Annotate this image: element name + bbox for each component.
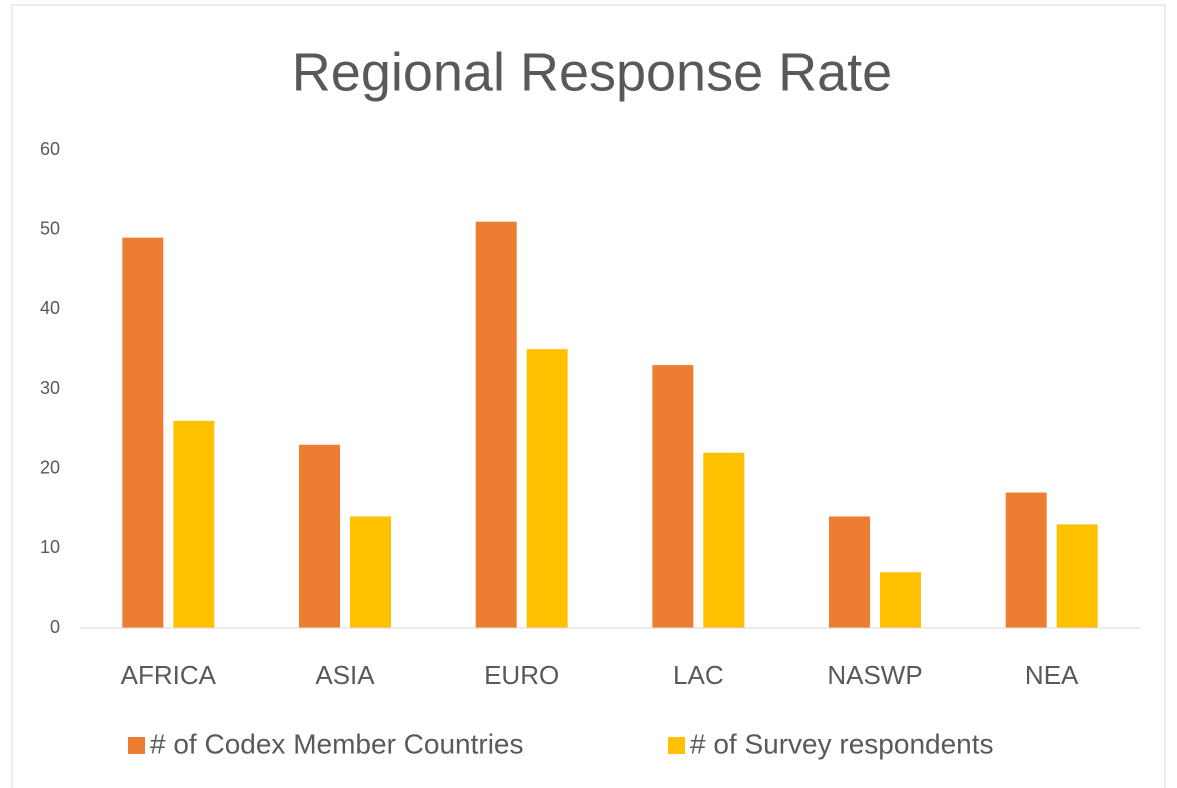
bar <box>350 516 391 628</box>
bar <box>526 349 568 628</box>
legend-label: # of Survey respondents <box>690 728 994 759</box>
bar <box>1056 524 1098 628</box>
x-tick-label: ASIA <box>315 660 375 690</box>
x-tick-label: NASWP <box>827 660 922 690</box>
y-tick-label: 0 <box>50 617 60 637</box>
x-tick-label: AFRICA <box>121 660 217 690</box>
chart-title: Regional Response Rate <box>292 42 892 102</box>
bar <box>1005 492 1047 628</box>
bar <box>299 444 340 628</box>
y-tick-label: 10 <box>40 537 60 557</box>
x-tick-label: NEA <box>1025 660 1079 690</box>
chart-frame <box>11 4 1166 788</box>
x-tick-label: EURO <box>484 660 559 690</box>
legend-swatch <box>128 737 145 754</box>
x-tick-label: LAC <box>673 660 724 690</box>
y-tick-label: 50 <box>40 218 60 238</box>
y-tick-label: 20 <box>40 457 60 477</box>
y-tick-label: 40 <box>40 298 60 318</box>
bar <box>652 365 694 628</box>
bar <box>880 572 921 628</box>
legend-label: # of Codex Member Countries <box>150 728 524 759</box>
bar <box>173 420 215 628</box>
bar <box>829 516 870 628</box>
y-tick-label: 30 <box>40 378 60 398</box>
bar <box>475 221 517 628</box>
y-tick-label: 60 <box>40 139 60 159</box>
bar <box>122 237 164 628</box>
legend-swatch <box>668 737 685 754</box>
bar <box>703 452 745 628</box>
